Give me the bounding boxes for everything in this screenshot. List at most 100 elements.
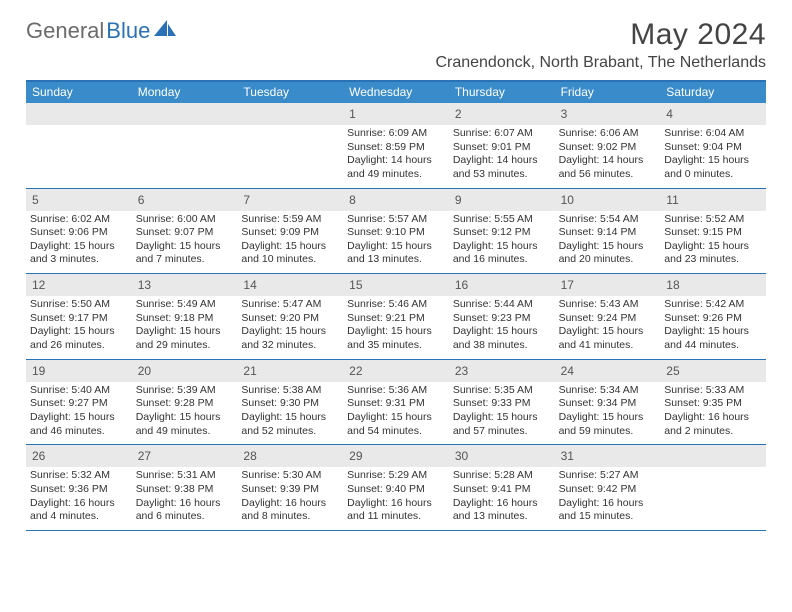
daynum-row: 1 [343, 103, 449, 125]
day-content: Sunrise: 5:57 AMSunset: 9:10 PMDaylight:… [347, 213, 445, 268]
day-number: 6 [138, 193, 145, 207]
day-number: 22 [349, 364, 362, 378]
dow-thu: Thursday [449, 82, 555, 103]
logo-text-2: Blue [106, 18, 150, 44]
daylight-text: Daylight: 15 hours and 13 minutes. [347, 240, 445, 267]
daylight-text: Daylight: 15 hours and 41 minutes. [559, 325, 657, 352]
sunrise-text: Sunrise: 5:39 AM [136, 384, 234, 398]
sunrise-text: Sunrise: 5:54 AM [559, 213, 657, 227]
daylight-text: Daylight: 16 hours and 6 minutes. [136, 497, 234, 524]
sunset-text: Sunset: 8:59 PM [347, 141, 445, 155]
day-number: 9 [455, 193, 462, 207]
day-content: Sunrise: 5:49 AMSunset: 9:18 PMDaylight:… [136, 298, 234, 353]
sunset-text: Sunset: 9:35 PM [664, 397, 762, 411]
day-number: 26 [32, 449, 45, 463]
sunrise-text: Sunrise: 5:46 AM [347, 298, 445, 312]
day-content: Sunrise: 5:36 AMSunset: 9:31 PMDaylight:… [347, 384, 445, 439]
sunset-text: Sunset: 9:38 PM [136, 483, 234, 497]
day-content: Sunrise: 5:27 AMSunset: 9:42 PMDaylight:… [559, 469, 657, 524]
daynum-row: 27 [132, 445, 238, 467]
daynum-row: 3 [555, 103, 661, 125]
sunrise-text: Sunrise: 5:29 AM [347, 469, 445, 483]
day-cell: 22 Sunrise: 5:36 AMSunset: 9:31 PMDayligh… [343, 360, 449, 445]
sunrise-text: Sunrise: 6:07 AM [453, 127, 551, 141]
day-content: Sunrise: 5:52 AMSunset: 9:15 PMDaylight:… [664, 213, 762, 268]
day-cell: 30Sunrise: 5:28 AMSunset: 9:41 PMDayligh… [449, 445, 555, 530]
sunset-text: Sunset: 9:02 PM [559, 141, 657, 155]
daylight-text: Daylight: 15 hours and 54 minutes. [347, 411, 445, 438]
sunset-text: Sunset: 9:01 PM [453, 141, 551, 155]
daynum-row: 17 [555, 274, 661, 296]
day-content: Sunrise: 5:54 AMSunset: 9:14 PMDaylight:… [559, 213, 657, 268]
daylight-text: Daylight: 15 hours and 35 minutes. [347, 325, 445, 352]
sunrise-text: Sunrise: 5:36 AM [347, 384, 445, 398]
daylight-text: Daylight: 15 hours and 0 minutes. [664, 154, 762, 181]
daynum-row: 19 [26, 360, 132, 382]
day-cell: 25 Sunrise: 5:33 AMSunset: 9:35 PMDayligh… [660, 360, 766, 445]
day-number: 1 [349, 107, 356, 121]
day-number: 11 [666, 193, 678, 207]
day-content: Sunrise: 5:40 AMSunset: 9:27 PMDaylight:… [30, 384, 128, 439]
week-row: 1 Sunrise: 6:09 AMSunset: 8:59 PMDaylight… [26, 103, 766, 189]
day-number: 15 [349, 278, 362, 292]
daynum-row [26, 103, 132, 125]
sunrise-text: Sunrise: 6:06 AM [559, 127, 657, 141]
daylight-text: Daylight: 15 hours and 46 minutes. [30, 411, 128, 438]
day-cell: 8Sunrise: 5:57 AMSunset: 9:10 PMDaylight… [343, 189, 449, 274]
dow-sat: Saturday [660, 82, 766, 103]
calendar-page: GeneralBlue May 2024 Cranendonck, North … [0, 0, 792, 541]
sunset-text: Sunset: 9:17 PM [30, 312, 128, 326]
sunset-text: Sunset: 9:09 PM [241, 226, 339, 240]
day-content: Sunrise: 5:35 AMSunset: 9:33 PMDaylight:… [453, 384, 551, 439]
daylight-text: Daylight: 15 hours and 52 minutes. [241, 411, 339, 438]
sunset-text: Sunset: 9:26 PM [664, 312, 762, 326]
dow-sun: Sunday [26, 82, 132, 103]
daynum-row: 5 [26, 189, 132, 211]
sunrise-text: Sunrise: 5:30 AM [241, 469, 339, 483]
day-number: 12 [32, 278, 45, 292]
daylight-text: Daylight: 15 hours and 59 minutes. [559, 411, 657, 438]
daynum-row [660, 445, 766, 467]
day-cell: 2 Sunrise: 6:07 AMSunset: 9:01 PMDaylight… [449, 103, 555, 188]
sunset-text: Sunset: 9:42 PM [559, 483, 657, 497]
sunset-text: Sunset: 9:27 PM [30, 397, 128, 411]
day-cell: 27Sunrise: 5:31 AMSunset: 9:38 PMDayligh… [132, 445, 238, 530]
day-cell: 12 Sunrise: 5:50 AMSunset: 9:17 PMDayligh… [26, 274, 132, 359]
sunset-text: Sunset: 9:06 PM [30, 226, 128, 240]
daynum-row: 13 [132, 274, 238, 296]
calendar: Sunday Monday Tuesday Wednesday Thursday… [26, 80, 766, 531]
day-content: Sunrise: 5:33 AMSunset: 9:35 PMDaylight:… [664, 384, 762, 439]
day-cell: 24Sunrise: 5:34 AMSunset: 9:34 PMDayligh… [555, 360, 661, 445]
day-content: Sunrise: 6:09 AMSunset: 8:59 PMDaylight:… [347, 127, 445, 182]
month-title: May 2024 [435, 18, 766, 52]
day-cell: 16Sunrise: 5:44 AMSunset: 9:23 PMDayligh… [449, 274, 555, 359]
day-cell: 26 Sunrise: 5:32 AMSunset: 9:36 PMDayligh… [26, 445, 132, 530]
day-content: Sunrise: 5:47 AMSunset: 9:20 PMDaylight:… [241, 298, 339, 353]
day-content: Sunrise: 5:30 AMSunset: 9:39 PMDaylight:… [241, 469, 339, 524]
daynum-row: 15 [343, 274, 449, 296]
day-cell: 1 Sunrise: 6:09 AMSunset: 8:59 PMDaylight… [343, 103, 449, 188]
day-number: 21 [243, 364, 256, 378]
sunset-text: Sunset: 9:15 PM [664, 226, 762, 240]
day-cell: 18Sunrise: 5:42 AMSunset: 9:26 PMDayligh… [660, 274, 766, 359]
daynum-row: 24 [555, 360, 661, 382]
daynum-row: 12 [26, 274, 132, 296]
day-number: 2 [455, 107, 462, 121]
day-content: Sunrise: 6:07 AMSunset: 9:01 PMDaylight:… [453, 127, 551, 182]
day-number: 3 [561, 107, 568, 121]
day-cell: 17Sunrise: 5:43 AMSunset: 9:24 PMDayligh… [555, 274, 661, 359]
daylight-text: Daylight: 16 hours and 4 minutes. [30, 497, 128, 524]
day-number: 28 [243, 449, 256, 463]
day-content: Sunrise: 5:50 AMSunset: 9:17 PMDaylight:… [30, 298, 128, 353]
day-content: Sunrise: 5:32 AMSunset: 9:36 PMDaylight:… [30, 469, 128, 524]
day-number: 20 [138, 364, 151, 378]
sunset-text: Sunset: 9:40 PM [347, 483, 445, 497]
day-number: 25 [666, 364, 679, 378]
sunrise-text: Sunrise: 5:52 AM [664, 213, 762, 227]
sunrise-text: Sunrise: 5:44 AM [453, 298, 551, 312]
day-cell: 20Sunrise: 5:39 AMSunset: 9:28 PMDayligh… [132, 360, 238, 445]
day-number: 14 [243, 278, 256, 292]
day-content: Sunrise: 5:29 AMSunset: 9:40 PMDaylight:… [347, 469, 445, 524]
daynum-row: 20 [132, 360, 238, 382]
day-content: Sunrise: 5:46 AMSunset: 9:21 PMDaylight:… [347, 298, 445, 353]
